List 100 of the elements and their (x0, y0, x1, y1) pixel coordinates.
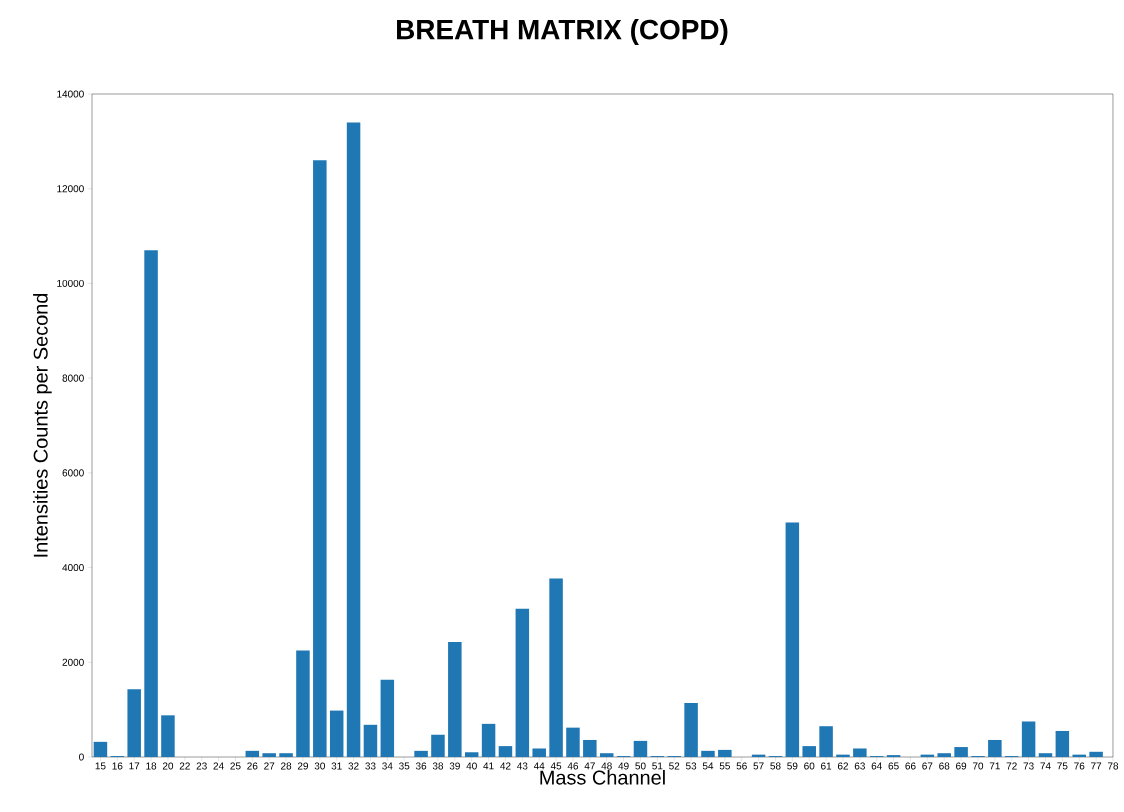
x-tick-label: 65 (888, 762, 899, 770)
x-tick-label: 45 (550, 762, 562, 770)
y-tick-label: 12000 (57, 185, 84, 193)
x-tick-label: 40 (466, 762, 477, 770)
y-axis-title: Intensities Counts per Second (33, 293, 52, 557)
bar (701, 750, 715, 757)
bar (380, 679, 395, 757)
x-tick-label: 44 (533, 762, 545, 770)
bar (346, 122, 361, 757)
x-tick-label: 31 (331, 762, 342, 770)
bar (329, 710, 344, 757)
bar (161, 715, 175, 757)
x-tick-label: 33 (365, 762, 376, 770)
x-tick-label: 49 (618, 762, 629, 770)
bar (853, 748, 867, 757)
x-tick-label: 42 (500, 762, 511, 770)
y-tick-label: 8000 (62, 374, 84, 382)
x-tick-label: 55 (719, 762, 730, 770)
bar (718, 749, 732, 757)
x-tick-label: 72 (1006, 762, 1017, 770)
y-tick-label: 0 (79, 753, 84, 761)
y-tick-label: 6000 (62, 469, 84, 477)
bar (802, 746, 816, 757)
x-tick-label: 58 (770, 762, 781, 770)
bar (127, 689, 141, 757)
x-tick-label: 15 (95, 762, 106, 770)
x-tick-label: 59 (787, 762, 798, 770)
y-tick-label: 2000 (62, 658, 84, 666)
bar (633, 740, 648, 757)
bar (785, 522, 800, 757)
x-tick-label: 41 (483, 762, 494, 770)
x-tick-label: 78 (1107, 762, 1119, 770)
x-tick-label: 30 (314, 762, 325, 770)
x-tick-label: 34 (382, 762, 393, 770)
bar (245, 750, 260, 757)
x-tick-label: 76 (1074, 762, 1085, 770)
bar (498, 746, 513, 757)
bar (515, 608, 530, 757)
x-tick-label: 56 (736, 762, 747, 770)
x-tick-label: 24 (213, 762, 224, 770)
x-tick-label: 62 (837, 762, 849, 770)
x-axis-title: Mass Channel (540, 770, 665, 785)
bar (448, 641, 462, 757)
x-tick-label: 66 (905, 762, 916, 770)
x-tick-label: 46 (567, 762, 579, 770)
x-tick-label: 54 (702, 762, 714, 770)
x-tick-label: 18 (146, 762, 157, 770)
x-tick-label: 52 (669, 762, 680, 770)
bar (1038, 753, 1053, 757)
x-tick-label: 35 (399, 762, 410, 770)
bar (1055, 730, 1070, 757)
x-tick-label: 25 (230, 762, 241, 770)
x-tick-label: 39 (449, 762, 460, 770)
bar (684, 703, 698, 757)
y-tick-label: 4000 (62, 564, 84, 572)
x-tick-label: 50 (635, 762, 646, 770)
bar (583, 739, 597, 757)
x-tick-label: 69 (956, 762, 967, 770)
chart-title: BREATH MATRIX (COPD) (397, 19, 728, 45)
x-tick-label: 53 (685, 762, 697, 770)
bar (279, 753, 293, 757)
x-tick-label: 48 (601, 762, 612, 770)
bar (414, 750, 428, 757)
x-tick-label: 20 (162, 762, 174, 770)
x-tick-label: 29 (297, 762, 309, 770)
x-tick-label: 61 (821, 762, 832, 770)
x-tick-label: 75 (1057, 762, 1068, 770)
x-tick-label: 63 (854, 762, 865, 770)
bar (313, 160, 327, 757)
x-tick-label: 74 (1040, 762, 1051, 770)
x-tick-label: 60 (804, 762, 815, 770)
bar (144, 250, 158, 757)
bar (988, 739, 1002, 757)
bar (549, 578, 563, 757)
x-tick-label: 32 (348, 762, 359, 770)
x-tick-label: 70 (972, 762, 984, 770)
x-tick-label: 16 (112, 762, 123, 770)
x-tick-label: 38 (432, 762, 444, 770)
x-tick-label: 22 (179, 762, 190, 770)
bar (431, 734, 445, 757)
x-tick-label: 36 (415, 762, 427, 770)
x-tick-label: 67 (922, 762, 933, 770)
x-tick-label: 57 (753, 762, 764, 770)
x-tick-label: 17 (129, 762, 140, 770)
bar (1089, 751, 1103, 757)
y-tick-label: 10000 (57, 279, 84, 287)
bar (1021, 721, 1036, 757)
x-tick-label: 47 (584, 762, 595, 770)
x-tick-label: 73 (1023, 762, 1034, 770)
bar (937, 753, 951, 757)
x-tick-label: 71 (989, 762, 1000, 770)
bar (819, 726, 833, 757)
bar (464, 752, 479, 757)
x-tick-label: 64 (871, 762, 882, 770)
x-tick-label: 28 (281, 762, 292, 770)
x-tick-label: 27 (264, 762, 275, 770)
bar (296, 650, 310, 757)
bar (954, 747, 968, 757)
y-tick-label: 14000 (57, 90, 84, 98)
x-tick-label: 26 (247, 762, 258, 770)
